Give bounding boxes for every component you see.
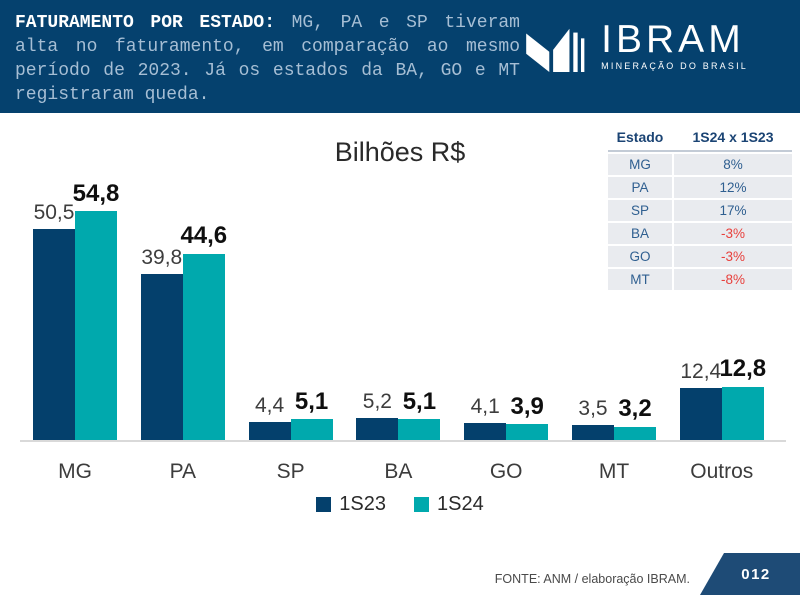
- bar-value-1s24-go: 3,9: [510, 392, 544, 420]
- ibram-logo-text: IBRAM MINERAÇÃO DO BRASIL: [601, 18, 748, 71]
- table-cell-variacao: -3%: [674, 246, 792, 267]
- headline-title: FATURAMENTO POR ESTADO:: [15, 13, 276, 33]
- x-axis-labels: MG PA SP BA GO MT Outros: [20, 460, 786, 486]
- bar-group-mg: 50,5 54,8: [33, 160, 120, 440]
- bar-1s24-sp: [290, 418, 333, 440]
- table-cell-estado: BA: [608, 223, 672, 244]
- x-axis-label-go: GO: [489, 460, 523, 483]
- table-cell-variacao: 17%: [674, 200, 792, 221]
- bar-group-go: 4,1 3,9: [464, 160, 549, 440]
- bar-value-1s23-pa: 39,8: [141, 245, 183, 269]
- comparison-table: Estado 1S24 x 1S23 MG 8% PA 12% SP 17% BA -3% GO…: [608, 126, 792, 290]
- bar-1s24-mg: [75, 210, 117, 440]
- legend-item-1s23: 1S23: [316, 493, 386, 516]
- bar-value-1s24-sp: 5,1: [294, 387, 329, 415]
- table-row-mg: MG 8%: [608, 154, 792, 175]
- bar-value-1s23-sp: 4,4: [254, 393, 285, 417]
- bar-1s24-go: [506, 423, 549, 440]
- table-cell-variacao: 8%: [674, 154, 792, 175]
- x-axis-label-sp: SP: [276, 460, 305, 483]
- bar-value-1s23-outros: 12,4: [680, 360, 722, 384]
- bar-value-1s24-outros: 12,8: [719, 355, 767, 383]
- plot-area: 50,5 54,8 39,8 44,6 4,4 5,1 5,2 5,1 4,1 3,9 3,5 3,2…: [20, 160, 786, 442]
- bar-value-1s23-mt: 3,5: [578, 397, 608, 421]
- bar-value-1s23-go: 4,1: [470, 394, 500, 418]
- table-row-mt: MT -8%: [608, 269, 792, 290]
- x-axis-label-outros: Outros: [690, 460, 754, 483]
- x-axis-label-ba: BA: [384, 460, 413, 483]
- logo-tagline: MINERAÇÃO DO BRASIL: [601, 61, 748, 71]
- logo-wordmark: IBRAM: [601, 18, 745, 61]
- legend-swatch-1s24: [414, 497, 429, 512]
- bar-group-mt: 3,5 3,2: [572, 160, 656, 440]
- chart-legend: 1S23 1S24: [0, 493, 800, 516]
- x-axis-label-mg: MG: [58, 460, 92, 483]
- bar-value-1s24-pa: 44,6: [180, 222, 228, 250]
- legend-label-1s24: 1S24: [437, 493, 484, 515]
- bar-value-1s24-ba: 5,1: [402, 387, 437, 415]
- bar-value-1s24-mt: 3,2: [618, 395, 652, 423]
- table-cell-variacao: -8%: [674, 269, 792, 290]
- x-axis-label-pa: PA: [169, 460, 197, 483]
- bar-group-sp: 4,4 5,1: [248, 160, 333, 440]
- table-row-go: GO -3%: [608, 246, 792, 267]
- x-axis-label-mt: MT: [598, 460, 630, 483]
- bar-1s24-outros: [721, 386, 764, 440]
- bar-value-1s23-ba: 5,2: [362, 390, 392, 414]
- ibram-logo: IBRAM MINERAÇÃO DO BRASIL: [524, 18, 748, 72]
- bar-1s24-pa: [182, 253, 225, 440]
- legend-item-1s24: 1S24: [414, 493, 484, 516]
- table-row-ba: BA -3%: [608, 223, 792, 244]
- table-cell-estado: PA: [608, 177, 672, 198]
- header-headline: FATURAMENTO POR ESTADO: MG, PA e SP tive…: [15, 11, 520, 107]
- table-cell-variacao: -3%: [674, 223, 792, 244]
- page-number: 012: [741, 565, 771, 583]
- headline-body: MG, PA e SP tiveram alta no faturamento,…: [15, 13, 520, 105]
- table-cell-estado: MG: [608, 154, 672, 175]
- bar-1s23-pa: [140, 273, 183, 440]
- legend-swatch-1s23: [316, 497, 332, 512]
- table-header-estado: Estado: [616, 129, 664, 145]
- table-row-sp: SP 17%: [608, 200, 792, 221]
- legend-label-1s23: 1S23: [339, 493, 386, 515]
- bar-1s23-ba: [356, 418, 399, 440]
- table-cell-estado: SP: [608, 200, 672, 221]
- table-cell-variacao: 12%: [674, 177, 792, 198]
- bar-1s23-go: [464, 422, 507, 440]
- bar-value-1s24-mg: 54,8: [72, 179, 120, 207]
- bar-1s23-outros: [679, 388, 722, 440]
- bar-1s24-ba: [398, 418, 441, 440]
- table-row-pa: PA 12%: [608, 177, 792, 198]
- table-cell-estado: GO: [608, 246, 672, 267]
- ibram-logo-icon: [526, 28, 585, 72]
- table-cell-estado: MT: [608, 269, 672, 290]
- header-banner: FATURAMENTO POR ESTADO: MG, PA e SP tive…: [0, 0, 800, 113]
- comparison-table-header: Estado 1S24 x 1S23: [608, 126, 792, 152]
- chart-title: Bilhões R$: [334, 137, 466, 167]
- source-note: FONTE: ANM / elaboração IBRAM.: [494, 572, 690, 586]
- bar-value-1s23-mg: 50,5: [33, 200, 75, 224]
- page-number-badge: 012: [700, 553, 800, 595]
- bar-group-ba: 5,2 5,1: [356, 160, 441, 440]
- comparison-table-body: MG 8% PA 12% SP 17% BA -3% GO -3% MT -8%: [608, 154, 792, 290]
- bar-1s23-mt: [572, 425, 614, 440]
- bar-1s24-mt: [614, 426, 656, 440]
- bar-group-outros: 12,4 12,8: [679, 160, 767, 440]
- bar-1s23-mg: [33, 228, 75, 440]
- bar-group-pa: 39,8 44,6: [140, 160, 228, 440]
- bar-1s23-sp: [248, 421, 291, 440]
- table-header-variacao: 1S24 x 1S23: [692, 129, 774, 145]
